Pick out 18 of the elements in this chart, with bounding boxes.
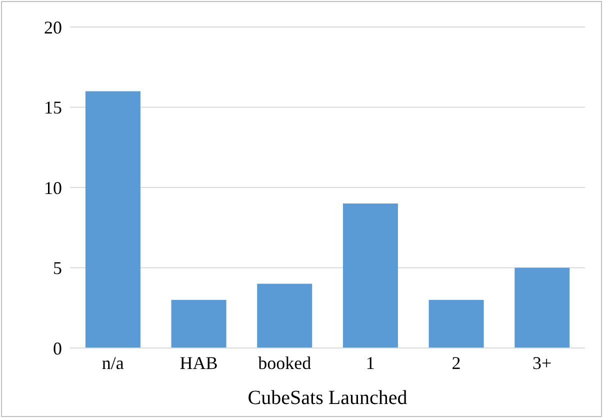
x-tick-label: 2 — [452, 352, 461, 373]
x-tick-label: 1 — [366, 352, 375, 373]
x-tick-label: booked — [258, 352, 312, 373]
y-tick-label: 20 — [44, 17, 62, 38]
x-tick-label: HAB — [180, 352, 218, 373]
bar — [85, 91, 140, 348]
x-tick-label: 3+ — [532, 352, 552, 373]
y-tick-label: 10 — [44, 178, 62, 198]
bar — [342, 204, 398, 348]
x-tick-label: n/a — [102, 352, 124, 373]
y-tick-label: 5 — [53, 258, 62, 278]
bar — [257, 284, 312, 348]
bar — [428, 300, 484, 348]
y-tick-label: 15 — [44, 98, 62, 118]
bar — [514, 268, 570, 348]
bar — [171, 300, 226, 348]
y-tick-label: 0 — [53, 338, 62, 358]
x-axis-title: CubeSats Launched — [248, 387, 408, 409]
